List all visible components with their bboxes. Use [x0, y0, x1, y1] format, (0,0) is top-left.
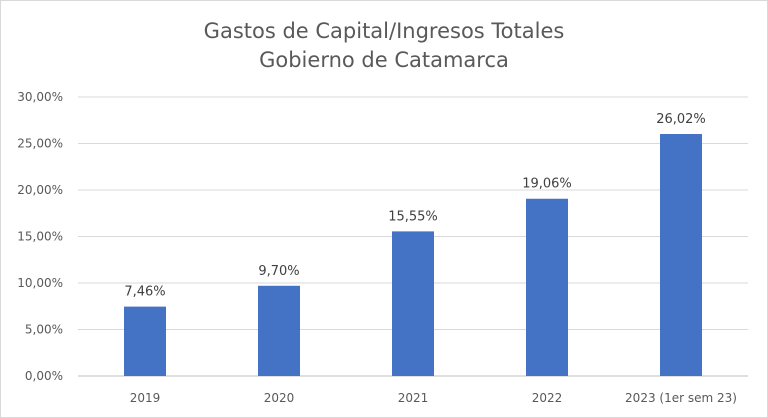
bar-2020	[258, 285, 300, 376]
x-tick-label: 2019	[130, 391, 161, 405]
data-label: 19,06%	[522, 177, 572, 192]
y-tick-label: 5,00%	[25, 323, 63, 337]
x-tick-label: 2021	[398, 391, 429, 405]
y-tick-label: 10,00%	[17, 276, 63, 290]
y-tick-label: 30,00%	[17, 90, 63, 104]
x-tick-label: 2022	[532, 391, 563, 405]
bar-2019	[124, 306, 166, 376]
y-tick-label: 20,00%	[17, 183, 63, 197]
bar-2023	[660, 134, 702, 376]
bar-2021	[392, 231, 434, 376]
data-label: 15,55%	[388, 209, 438, 224]
data-label: 9,70%	[258, 264, 299, 279]
chart-subtitle: Gobierno de Catamarca	[259, 48, 509, 72]
data-label: 7,46%	[124, 285, 165, 300]
chart-title: Gastos de Capital/Ingresos Totales	[203, 19, 565, 43]
x-tick-label: 2023 (1er sem 23)	[625, 391, 737, 405]
y-tick-label: 25,00%	[17, 137, 63, 151]
labels: 0,00% 5,00% 10,00% 15,00% 20,00% 25,00% 30,00%…	[17, 90, 737, 405]
bars	[124, 134, 702, 376]
bar-2022	[526, 198, 568, 376]
y-tick-label: 15,00%	[17, 230, 63, 244]
y-tick-label: 0,00%	[25, 369, 63, 383]
data-label: 26,02%	[656, 112, 706, 127]
x-tick-label: 2020	[264, 391, 295, 405]
